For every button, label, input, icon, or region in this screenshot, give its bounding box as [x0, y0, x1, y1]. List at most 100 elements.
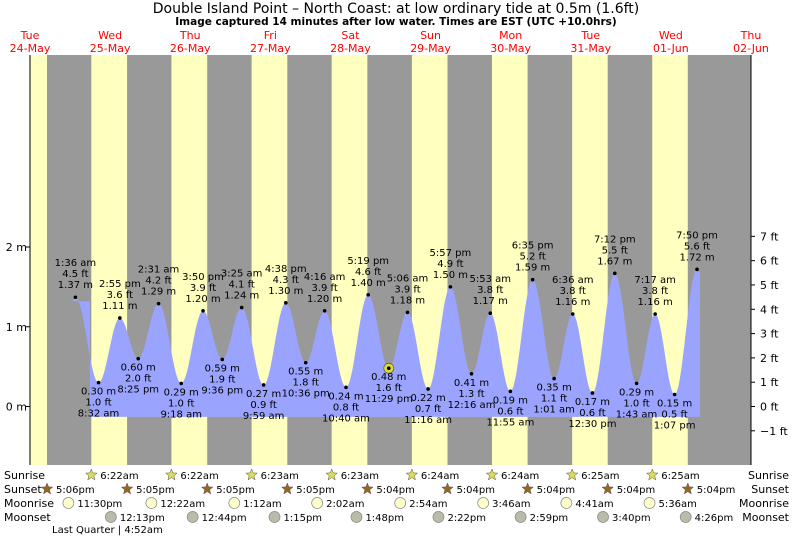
sunset-row-label: Sunset — [4, 483, 42, 496]
tide-time-label: 2:31 am — [138, 265, 180, 276]
tide-m-label: 1.59 m — [515, 263, 550, 274]
moonset-icon — [186, 511, 199, 523]
tide-time-label: 12:30 pm — [568, 419, 616, 430]
tide-m-label: 1.18 m — [390, 295, 425, 306]
day-name: Tue — [580, 29, 600, 42]
sunrise-time: 6:25am — [581, 471, 619, 482]
tide-m-label: 1.50 m — [433, 270, 468, 281]
y-tick-label-ft: 0 ft — [760, 401, 779, 414]
moonset-row-label-right: Moonset — [742, 511, 789, 524]
tide-ft-label: 5.2 ft — [519, 252, 545, 263]
day-name: Tue — [20, 29, 40, 42]
day-name: Wed — [98, 29, 122, 42]
moonrise-icon — [228, 497, 241, 509]
tide-point — [96, 380, 101, 385]
tide-m-label: 0.48 m — [371, 372, 406, 383]
sunrise-icon — [485, 468, 499, 481]
tide-ft-label: 1.9 ft — [209, 374, 235, 385]
day-date: 29-May — [410, 42, 451, 55]
sunrise-icon — [245, 468, 258, 481]
tide-m-label: 1.20 m — [185, 294, 220, 305]
tide-point — [613, 271, 617, 276]
day-header: Tue24-MayWed25-MayThu26-MayFri27-MaySat2… — [10, 29, 769, 55]
tide-point — [156, 301, 161, 306]
tide-m-label: 0.22 m — [411, 393, 446, 404]
moonset-time: 2:59pm — [530, 513, 569, 524]
y-tick-label-ft: 6 ft — [760, 255, 779, 268]
tide-area — [72, 269, 700, 417]
tide-ft-label: 0.6 ft — [497, 406, 523, 417]
tide-ft-label: 3.8 ft — [642, 286, 668, 297]
tide-point — [386, 366, 391, 371]
moonrise-time: 4:41am — [575, 499, 613, 510]
moonset-icon — [268, 511, 281, 523]
tide-ft-label: 1.8 ft — [293, 378, 319, 389]
tide-m-label: 0.24 m — [328, 391, 363, 402]
tide-point — [283, 301, 288, 305]
tide-time-label: 1:01 am — [533, 405, 575, 416]
y-tick-label-ft: 4 ft — [760, 303, 779, 316]
day-date: 31-May — [570, 42, 611, 55]
tide-time-label: 7:17 am — [634, 275, 676, 286]
day-name: Wed — [659, 29, 683, 42]
tide-m-label: 1.67 m — [597, 256, 632, 267]
day-date: 30-May — [490, 42, 531, 55]
tide-ft-label: 4.2 ft — [145, 276, 171, 287]
tide-time-label: 1:07 pm — [654, 421, 696, 432]
day-date: 01-Jun — [653, 42, 689, 55]
moonrise-row-label: Moonrise — [4, 497, 54, 510]
sunset-time: 5:04pm — [697, 485, 736, 496]
tide-ft-label: 0.6 ft — [579, 408, 605, 419]
sunset-icon — [40, 482, 54, 495]
sunset-icon — [681, 482, 695, 495]
tide-m-label: 0.29 m — [619, 387, 654, 398]
tide-m-label: 0.30 m — [81, 387, 116, 398]
night-band — [47, 55, 92, 465]
tide-point — [508, 389, 513, 394]
tide-point — [530, 277, 535, 282]
tide-time-label: 1:43 am — [616, 409, 658, 420]
chart-subtitle: Image captured 14 minutes after low wate… — [175, 16, 616, 28]
chart-title: Double Island Point – North Coast: at lo… — [153, 1, 640, 17]
sunset-icon — [521, 482, 534, 495]
tide-time-label: 9:36 pm — [201, 385, 243, 396]
tide-ft-label: 1.3 ft — [458, 389, 484, 400]
tide-m-label: 0.60 m — [121, 363, 156, 374]
tide-m-label: 1.37 m — [58, 280, 93, 291]
tide-ft-label: 3.9 ft — [190, 283, 216, 294]
tide-point — [570, 312, 575, 316]
tide-time-label: 5:53 am — [469, 274, 511, 285]
tide-point — [261, 383, 266, 387]
y-tick-label-m: 0 m — [6, 401, 27, 414]
tide-point — [136, 356, 141, 361]
tide-m-label: 1.40 m — [351, 278, 386, 289]
sunset-icon — [601, 482, 615, 495]
tide-time-label: 5:19 pm — [347, 256, 389, 267]
moonrise-time: 3:46am — [492, 499, 530, 510]
tide-ft-label: 5.5 ft — [602, 245, 628, 256]
moonset-icon — [432, 511, 445, 523]
tide-m-label: 1.29 m — [141, 287, 176, 298]
sunrise-time: 6:23am — [261, 471, 299, 482]
moonrise-time: 1:12am — [243, 499, 281, 510]
tide-ft-label: 2.0 ft — [125, 374, 151, 385]
day-name: Sun — [420, 29, 441, 42]
tide-m-label: 0.41 m — [454, 378, 489, 389]
sunset-row-label-right: Sunset — [751, 483, 789, 496]
tide-m-label: 1.30 m — [268, 286, 303, 297]
tide-point — [672, 392, 677, 397]
sunset-icon — [200, 482, 214, 495]
tide-point — [488, 311, 493, 315]
tide-time-label: 6:36 am — [552, 275, 594, 286]
sunset-time: 5:05pm — [216, 485, 255, 496]
tide-time-label: 5:06 am — [387, 273, 429, 284]
moonset-time: 12:13pm — [120, 513, 165, 524]
tide-ft-label: 1.1 ft — [541, 394, 567, 405]
moonset-time: 1:48pm — [365, 513, 404, 524]
tide-point — [426, 387, 430, 391]
tide-m-label: 1.24 m — [224, 291, 259, 302]
sunset-time: 5:04pm — [376, 485, 415, 496]
day-date: 02-Jun — [733, 42, 769, 55]
sunrise-time: 6:22am — [100, 471, 138, 482]
